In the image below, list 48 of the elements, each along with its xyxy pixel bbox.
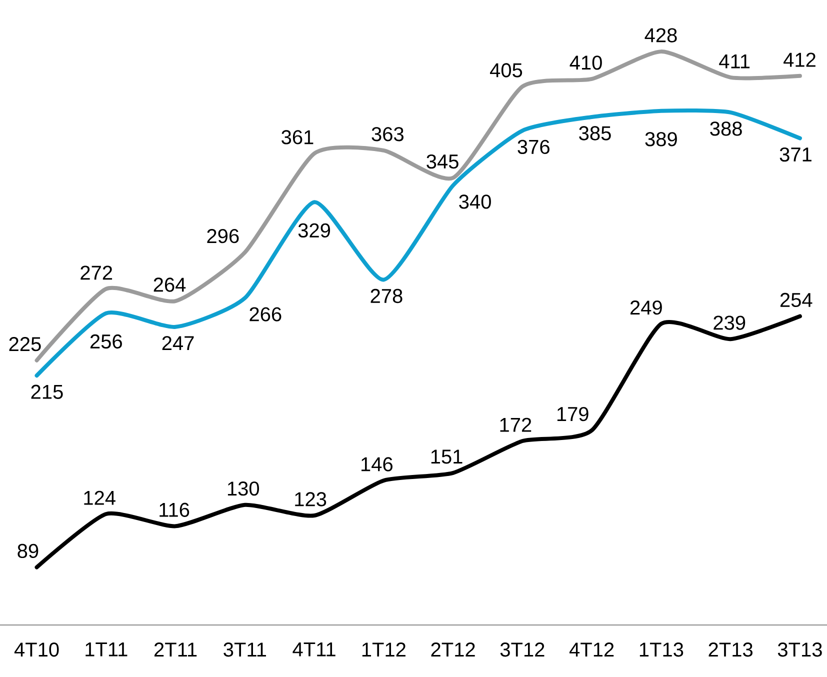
data-label: 146	[362, 457, 392, 472]
x-tick-label: 3T11	[224, 642, 266, 657]
data-label: 389	[645, 132, 677, 146]
data-label: 363	[372, 127, 404, 142]
data-label: 249	[630, 300, 662, 315]
data-label: 296	[207, 228, 239, 244]
data-label: 225	[9, 337, 41, 352]
x-tick-label: 4T11	[292, 642, 336, 656]
data-label: 345	[426, 154, 458, 169]
data-label: 254	[780, 292, 812, 308]
data-label: 388	[710, 122, 742, 136]
data-label: 264	[154, 278, 186, 292]
x-tick-label: 1T11	[86, 642, 128, 656]
data-label: 410	[570, 56, 602, 70]
data-label: 411	[719, 54, 750, 68]
data-label: 172	[500, 418, 532, 432]
data-label: 151	[431, 450, 462, 464]
data-label: 215	[31, 384, 63, 399]
data-label: 256	[90, 334, 122, 349]
data-label: 329	[298, 223, 330, 238]
x-tick-label: 3T13	[778, 642, 822, 657]
data-label: 239	[714, 316, 746, 330]
x-tick-label: 2T11	[154, 642, 197, 656]
x-tick-label: 3T12	[500, 642, 544, 657]
x-tick-label: 2T12	[431, 642, 475, 656]
data-label: 123	[295, 492, 326, 506]
data-label: 385	[579, 126, 611, 140]
data-label: 376	[518, 140, 550, 154]
data-label: 124	[84, 490, 116, 505]
data-label: 89	[18, 544, 38, 558]
x-tick-label: 1T12	[362, 642, 406, 656]
data-label: 428	[644, 28, 677, 42]
x-tick-label: 4T12	[569, 642, 614, 656]
data-label: 405	[490, 63, 522, 78]
data-label: 371	[780, 147, 812, 162]
data-label: 412	[784, 52, 816, 67]
data-label: 116	[160, 502, 190, 517]
data-label: 272	[80, 266, 112, 280]
data-label: 247	[162, 336, 194, 350]
data-label: 130	[228, 482, 260, 496]
data-label: 266	[250, 307, 282, 322]
data-label: 179	[557, 406, 588, 422]
data-label: 278	[370, 288, 402, 304]
x-tick-label: 2T13	[708, 642, 752, 657]
x-tick-label: 1T13	[640, 642, 684, 657]
data-label: 340	[459, 194, 491, 209]
x-tick-label: 4T10	[14, 642, 59, 657]
data-label: 361	[282, 130, 314, 144]
